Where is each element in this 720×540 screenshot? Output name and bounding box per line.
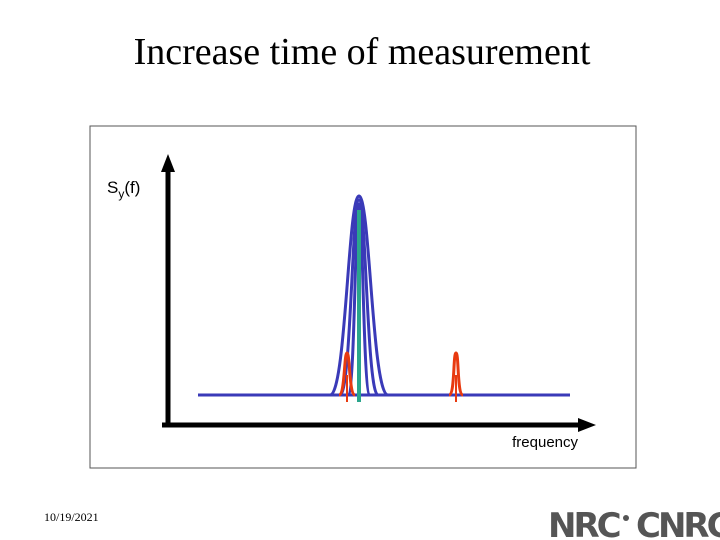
peaks	[328, 194, 465, 402]
red-peak-left	[337, 351, 357, 397]
logo-right: CNRC	[636, 506, 720, 540]
y-label-sub: y	[118, 187, 124, 201]
red-peak-right	[447, 351, 465, 397]
x-axis-arrow	[578, 418, 596, 432]
logo: NRC CNRC	[548, 506, 720, 540]
narrow-peak	[346, 202, 372, 397]
wide-peak	[328, 194, 390, 397]
logo-dot	[623, 515, 629, 521]
slide-title: Increase time of measurement	[134, 31, 591, 73]
y-axis-label: Sy(f)	[107, 178, 140, 201]
y-label-suffix: (f)	[124, 178, 140, 197]
y-label-main: S	[107, 178, 118, 197]
medium-peak	[338, 198, 380, 397]
footer-date: 10/19/2021	[44, 510, 99, 524]
x-axis-label: frequency	[512, 434, 578, 451]
y-axis-arrow	[161, 154, 175, 172]
logo-left: NRC	[548, 506, 620, 540]
